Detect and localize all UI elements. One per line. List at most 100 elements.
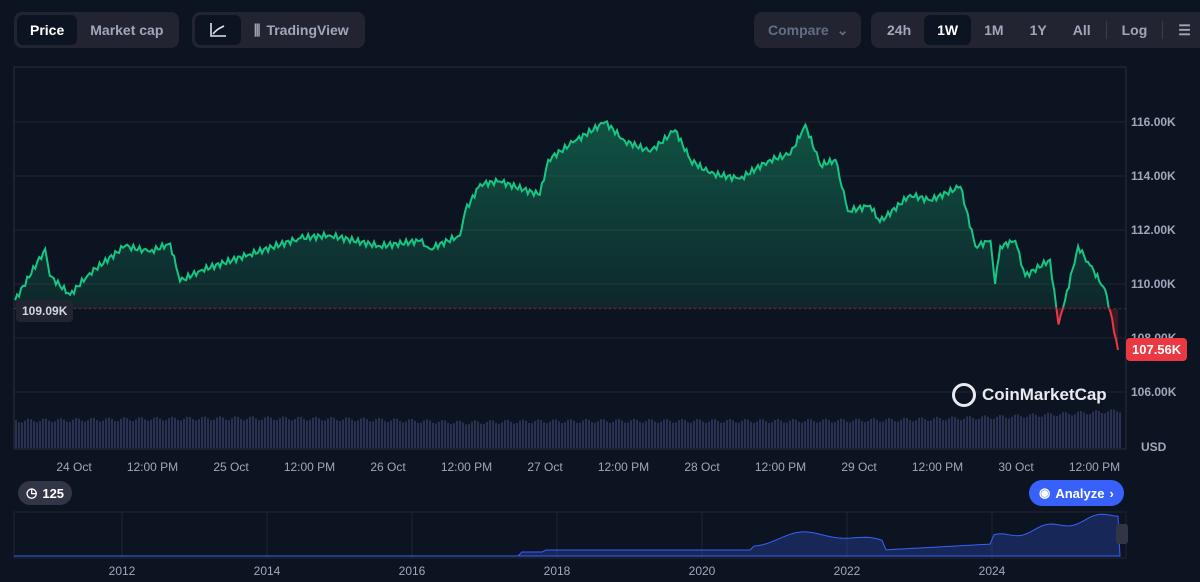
log-toggle[interactable]: Log (1121, 22, 1148, 38)
volume-bar (669, 420, 671, 448)
volume-bar (126, 418, 128, 448)
settings-button[interactable]: ☰ (1165, 15, 1200, 45)
volume-bar (504, 420, 506, 448)
volume-bar (948, 418, 950, 448)
volume-bar (117, 420, 119, 448)
volume-bar (936, 416, 938, 448)
volume-bar (114, 421, 116, 448)
volume-bar (894, 421, 896, 448)
watermark: CoinMarketCap (952, 383, 1107, 407)
volume-bar (810, 419, 812, 448)
volume-bar (573, 420, 575, 448)
events-button[interactable]: ◷ 125 (18, 481, 73, 505)
volume-bar (150, 419, 152, 448)
range-all[interactable]: All (1072, 22, 1091, 38)
analyze-button[interactable]: ◉ Analyze › (1029, 480, 1124, 506)
volume-bar (27, 418, 29, 448)
volume-bar (255, 418, 257, 448)
volume-bar (702, 421, 704, 448)
volume-bar (60, 418, 62, 448)
y-tick-label: 112.00K (1131, 223, 1176, 237)
volume-bar (348, 417, 350, 448)
volume-bar (426, 419, 428, 448)
volume-bar (1002, 415, 1004, 448)
volume-bar (1107, 411, 1109, 448)
volume-bar (180, 420, 182, 448)
range-24h[interactable]: 24h (887, 22, 912, 38)
volume-bar (177, 419, 179, 448)
price-tab[interactable]: Price (17, 15, 78, 45)
volume-bar (675, 422, 677, 448)
volume-bar (462, 422, 464, 448)
volume-bar (432, 422, 434, 448)
volume-bar (687, 422, 689, 448)
volume-bar (888, 417, 890, 448)
volume-bar (549, 421, 551, 448)
compare-dropdown[interactable]: Compare ⌄ (754, 12, 861, 48)
volume-bar (450, 424, 452, 448)
volume-bar (345, 417, 347, 448)
overview-x-label: 2012 (109, 564, 136, 578)
volume-bar (33, 421, 35, 448)
volume-bar (831, 422, 833, 448)
volume-bar (783, 422, 785, 448)
volume-bar (435, 423, 437, 448)
chevron-right-icon: › (1109, 485, 1114, 501)
volume-bar (579, 422, 581, 448)
volume-bar (828, 420, 830, 448)
volume-bar (789, 420, 791, 448)
compare-label: Compare (768, 22, 829, 38)
x-tick-label: 28 Oct (684, 460, 720, 474)
volume-bar (270, 417, 272, 448)
x-tick-label: 12:00 PM (441, 460, 492, 474)
volume-bar (1062, 412, 1064, 448)
volume-bar (231, 418, 233, 448)
volume-bar (288, 419, 290, 448)
volume-bar (750, 421, 752, 448)
range-1m[interactable]: 1M (984, 22, 1004, 38)
volume-bar (600, 419, 602, 448)
volume-bar (1080, 410, 1082, 448)
volume-bar (1056, 416, 1058, 448)
volume-bar (858, 418, 860, 448)
volume-bar (609, 422, 611, 448)
volume-bar (318, 418, 320, 448)
volume-bar (210, 420, 212, 448)
volume-bar (45, 418, 47, 448)
x-tick-label: 29 Oct (841, 460, 877, 474)
volume-bar (588, 419, 590, 448)
volume-bar (438, 421, 440, 448)
volume-bar (765, 421, 767, 448)
volume-bar (447, 422, 449, 448)
volume-bar (282, 416, 284, 448)
volume-bar (363, 417, 365, 448)
volume-bar (240, 419, 242, 448)
volume-bar (693, 420, 695, 448)
volume-bar (258, 420, 260, 448)
volume-bar (93, 417, 95, 448)
tradingview-button[interactable]: ⫼ TradingView (241, 15, 362, 45)
volume-bar (87, 420, 89, 448)
volume-bar (369, 421, 371, 448)
x-tick-label: 12:00 PM (912, 460, 963, 474)
volume-bar (360, 418, 362, 448)
overview-handle[interactable] (1116, 524, 1128, 544)
range-1w[interactable]: 1W (924, 15, 972, 45)
volume-bar (807, 419, 809, 448)
market-cap-tab[interactable]: Market cap (90, 22, 164, 38)
line-chart-button[interactable] (195, 15, 241, 45)
volume-bar (708, 421, 710, 448)
volume-bar (912, 421, 914, 448)
volume-bar (246, 418, 248, 448)
volume-bar (267, 416, 269, 448)
volume-bar (327, 418, 329, 448)
volume-bar (162, 420, 164, 448)
range-1y[interactable]: 1Y (1029, 22, 1047, 38)
volume-bar (375, 419, 377, 448)
volume-bar (864, 422, 866, 448)
volume-bar (111, 418, 113, 448)
volume-bar (939, 418, 941, 448)
volume-bar (384, 421, 386, 448)
volume-bar (774, 419, 776, 448)
